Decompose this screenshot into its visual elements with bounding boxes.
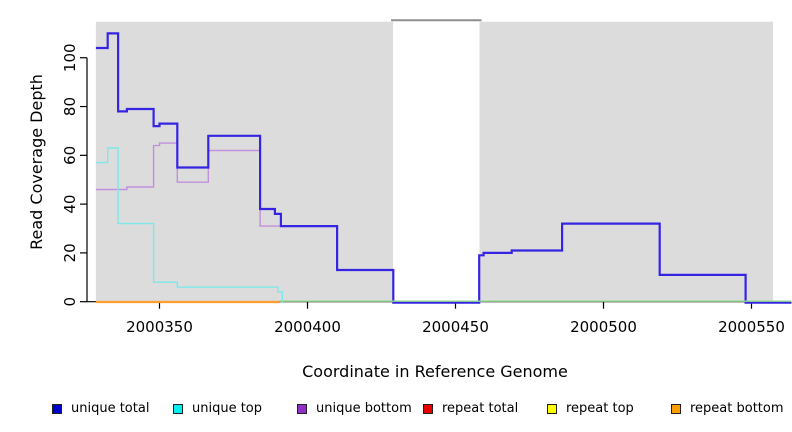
series-unique-top	[95, 147, 283, 303]
y-tick-label: 0	[61, 297, 79, 307]
y-axis-title: Read Coverage Depth	[27, 74, 46, 250]
x-axis-title: Coordinate in Reference Genome	[302, 362, 568, 381]
x-tick-label: 2000350	[126, 318, 193, 336]
highlight-regions-layer	[95, 19, 774, 302]
series-unique-total	[95, 32, 792, 304]
y-tick-label: 100	[61, 43, 79, 72]
coverage-region-highlight	[95, 21, 394, 302]
y-tick-label: 80	[61, 97, 79, 116]
coverage-region-highlight	[479, 21, 774, 302]
data-series-layer	[95, 32, 792, 304]
x-tick-label: 2000450	[422, 318, 489, 336]
x-tick-label: 2000550	[718, 318, 785, 336]
y-tick-label: 20	[61, 243, 79, 262]
y-tick-label: 60	[61, 146, 79, 165]
x-tick-label: 2000500	[570, 318, 637, 336]
y-tick-label: 40	[61, 195, 79, 214]
axes-layer: 2000350 2000400 2000450 2000500 2000550 0 20 40…	[61, 43, 785, 336]
x-tick-label: 2000400	[274, 318, 341, 336]
